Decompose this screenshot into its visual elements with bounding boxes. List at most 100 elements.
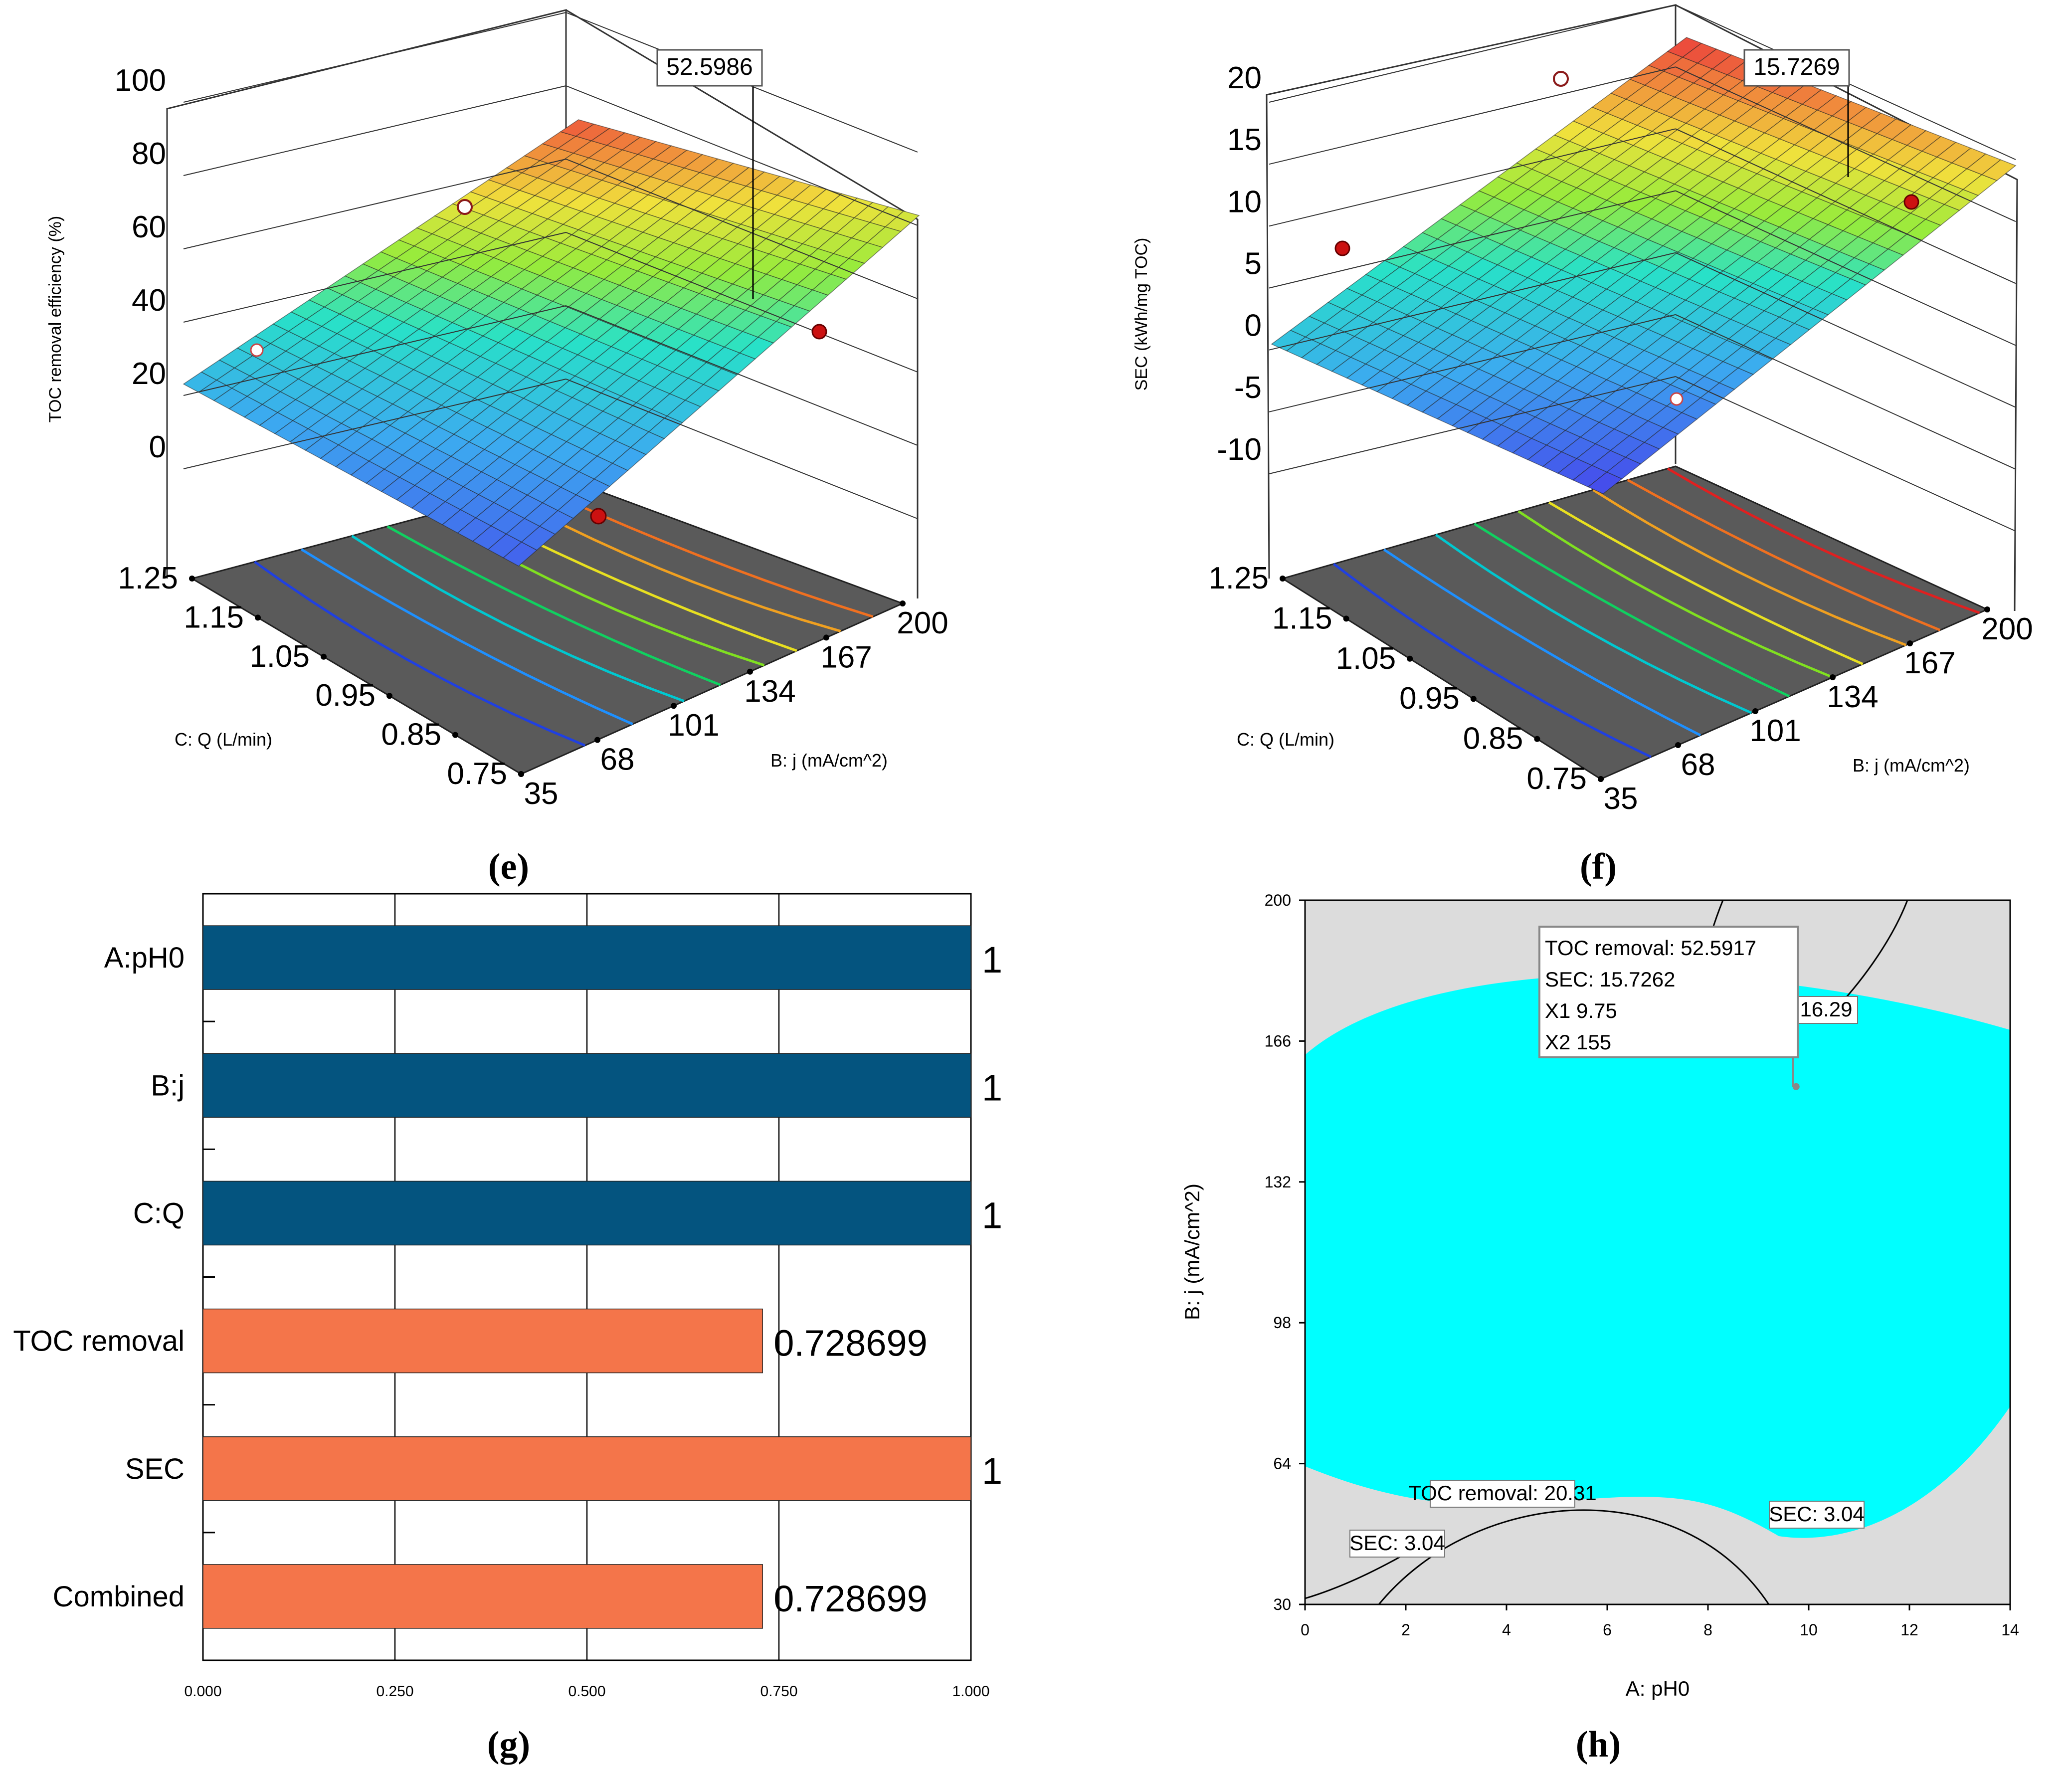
f-x-tick-mark — [1830, 674, 1836, 680]
e-surface — [183, 119, 920, 567]
f-annotation-label: 15.7269 — [1753, 54, 1840, 80]
g-x-tick-label: 1.000 — [952, 1683, 989, 1700]
g-category-label: SEC — [125, 1453, 185, 1485]
f-y-tick-label: 1.05 — [1336, 641, 1396, 676]
e-wall-gridline — [565, 379, 918, 519]
e-x-tick-label: 68 — [600, 743, 635, 777]
f-x-tick-label: 101 — [1749, 714, 1801, 748]
g-x-tick-label: 0.000 — [184, 1683, 221, 1700]
f-y-tick-mark — [1280, 576, 1286, 582]
f-wall-gridline — [1675, 252, 2016, 408]
e-y-tick-label: 0.85 — [381, 718, 441, 752]
f-x-tick-mark — [1752, 708, 1758, 714]
f-y-tick-label: 0.75 — [1526, 762, 1587, 796]
e-y-tick-mark — [321, 653, 327, 660]
e-wall-gridline — [183, 12, 566, 103]
e-x-tick-mark — [900, 600, 906, 606]
f-floor-plane — [1281, 465, 1989, 780]
e-floor-contour — [536, 485, 874, 618]
e-x-axis-title: B: j (mA/cm^2) — [770, 750, 888, 771]
f-annotation-box — [1743, 49, 1850, 87]
f-x-tick-label: 68 — [1681, 748, 1715, 782]
g-bar — [202, 925, 971, 990]
f-wall-gridline — [1675, 314, 2016, 470]
e-wall-gridline — [183, 305, 566, 396]
f-surface-cell — [1981, 159, 2017, 181]
g-bar — [202, 1053, 971, 1118]
e-z-tick-label: 20 — [132, 357, 166, 391]
e-z-tick-label: 60 — [132, 210, 166, 244]
e-y-tick-mark — [386, 693, 392, 699]
e-design-point-open — [457, 199, 473, 215]
f-z-tick-label: 20 — [1227, 61, 1262, 95]
f-x-tick-label: 35 — [1604, 782, 1638, 816]
e-wall-gridline — [565, 305, 918, 446]
f-x-tick-mark — [1907, 640, 1913, 646]
panel-h-chart: 0 2 4 6 8 10 12 14 30 64 98 132 166 200 TOC removal: … — [1180, 891, 2019, 1765]
f-design-point — [1334, 240, 1350, 256]
e-y-tick-label: 1.25 — [118, 561, 178, 595]
g-category-label: B:j — [151, 1069, 185, 1102]
f-wall-gridline — [1675, 190, 2016, 346]
e-y-tick-label: 0.75 — [447, 757, 507, 791]
f-floor-contour — [1667, 467, 1980, 614]
h-contour-label-box — [1430, 1480, 1575, 1508]
e-y-tick-label: 0.95 — [315, 678, 376, 713]
f-y-tick-label: 1.25 — [1208, 561, 1269, 595]
f-y-tick-mark — [1598, 776, 1604, 782]
h-y-tick-label: 200 — [1265, 891, 1291, 909]
e-floor-contour — [254, 561, 586, 747]
g-gridlines — [394, 894, 780, 1660]
g-category-label: C:Q — [133, 1197, 185, 1229]
g-value-label: 1 — [982, 1194, 1002, 1236]
e-wall-gridline — [565, 85, 918, 226]
e-design-point-open — [250, 343, 264, 357]
f-y-tick-mark — [1343, 615, 1349, 622]
h-x-tick-label: 6 — [1603, 1621, 1612, 1639]
e-x-tick-label: 167 — [820, 640, 872, 674]
f-x-tick-label: 134 — [1827, 680, 1878, 714]
e-z-tick-label: 0 — [149, 430, 166, 464]
e-x-tick-label: 134 — [744, 674, 795, 709]
f-wall-gridline — [1269, 252, 1676, 351]
panel-e-chart: 0 20 40 60 80 100 35 68 101 134 167 200 0.750.850.95… — [46, 9, 948, 887]
h-x-tick-label: 12 — [1900, 1621, 1918, 1639]
h-x-axis-title: A: pH0 — [1626, 1677, 1690, 1700]
g-value-label: 0.728699 — [773, 1578, 928, 1619]
f-x-tick-mark — [1675, 742, 1681, 748]
e-wall-gridline — [565, 232, 918, 373]
panel-g-chart: 0.000 0.250 0.500 0.750 1.000 A:pH0 1 B:j 1 C:Q 1 T… — [13, 893, 1002, 1765]
e-y-tick-label: 1.15 — [184, 600, 244, 634]
h-y-tick-label: 166 — [1265, 1032, 1291, 1050]
e-floor-contour — [351, 535, 685, 703]
e-x-tick-mark — [671, 703, 677, 709]
f-y-tick-label: 0.85 — [1463, 722, 1523, 756]
panel-label-e: (e) — [488, 846, 529, 887]
h-flag-box — [1538, 926, 1799, 1058]
h-flag-line-toc: TOC removal: 52.5917 — [1545, 936, 1756, 960]
h-x-tick-label: 2 — [1401, 1621, 1410, 1639]
h-toc-contour — [1378, 1509, 1770, 1604]
g-bar — [202, 1181, 971, 1246]
h-contour-label-box — [1769, 1501, 1865, 1529]
e-x-tick-label: 35 — [524, 777, 559, 811]
h-flag-line-x2: X2 155 — [1545, 1030, 1611, 1054]
g-x-tick-label: 0.250 — [376, 1683, 413, 1700]
h-contour-label-top: 16.29 — [1800, 997, 1852, 1021]
f-design-point-open — [1670, 392, 1684, 406]
f-z-tick-label: -10 — [1217, 432, 1262, 467]
f-z-tick-label: 10 — [1227, 185, 1262, 219]
e-wall-gridline — [565, 159, 918, 299]
f-y-axis-title: C: Q (L/min) — [1237, 729, 1334, 750]
h-y-tick-label: 132 — [1265, 1173, 1291, 1191]
f-x-axis-title: B: j (mA/cm^2) — [1853, 755, 1970, 776]
e-z-tick-label: 80 — [132, 137, 166, 171]
f-wall-gridline — [1269, 314, 1676, 412]
g-value-label: 1 — [982, 1067, 1002, 1108]
f-floor-contour — [1627, 479, 1941, 631]
g-category-label: A:pH0 — [104, 942, 185, 974]
e-y-tick-mark — [255, 614, 261, 621]
g-bars — [202, 925, 971, 1629]
g-x-tick-label: 0.750 — [760, 1683, 797, 1700]
f-y-tick-label: 0.95 — [1399, 681, 1460, 716]
